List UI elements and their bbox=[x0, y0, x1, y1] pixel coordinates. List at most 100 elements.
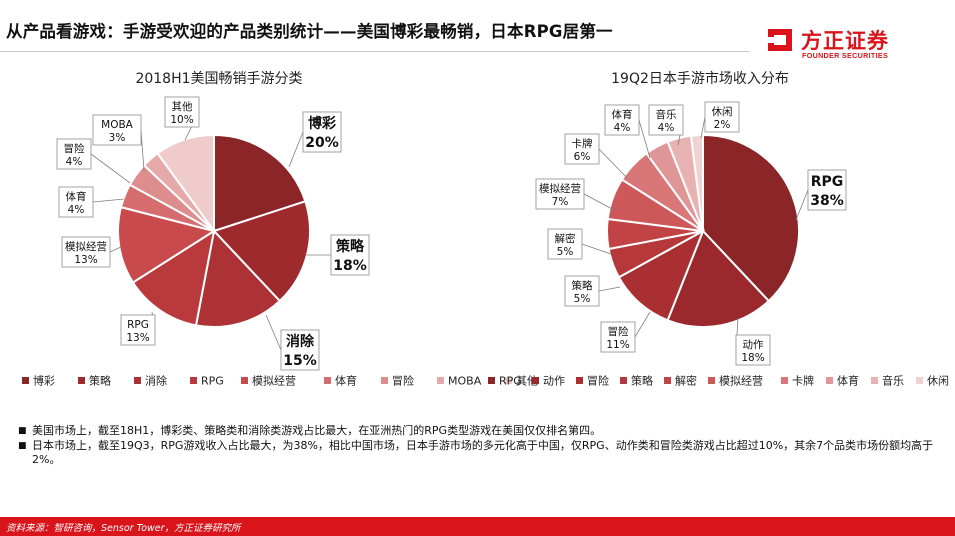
slice-label: 解密 bbox=[555, 232, 576, 245]
legend-swatch bbox=[532, 377, 539, 384]
pie-slice bbox=[689, 133, 704, 232]
callout-box bbox=[330, 234, 370, 276]
legend-label: RPG bbox=[201, 375, 224, 388]
slice-label: 冒险 bbox=[608, 325, 629, 338]
slice-value-label: 38% bbox=[810, 193, 844, 209]
bullet-square-icon: ■ bbox=[18, 426, 27, 436]
slice-value-label: 4% bbox=[614, 122, 631, 134]
leader-line bbox=[90, 153, 131, 184]
pie-slice bbox=[117, 205, 217, 284]
bullet-square-icon: ■ bbox=[18, 440, 27, 451]
leader-line bbox=[109, 246, 122, 253]
legend-label: MOBA bbox=[448, 375, 482, 388]
slice-label: MOBA bbox=[101, 119, 134, 131]
slice-label: 音乐 bbox=[656, 108, 677, 121]
slice-value-label: 18% bbox=[333, 258, 367, 274]
slice-value-label: 4% bbox=[68, 204, 85, 216]
slice-label: 策略 bbox=[572, 279, 593, 292]
slice-label: RPG bbox=[811, 174, 844, 190]
legend-swatch bbox=[708, 377, 715, 384]
slice-label: 博彩 bbox=[308, 115, 336, 132]
slice-label: 体育 bbox=[612, 108, 633, 121]
slice-callout: 策略5% bbox=[564, 275, 621, 307]
callout-box bbox=[547, 228, 583, 260]
legend-label: 动作 bbox=[543, 375, 565, 388]
slice-label: 卡牌 bbox=[572, 137, 593, 150]
slice-callout: RPG 38% bbox=[795, 169, 847, 221]
leader-line bbox=[92, 198, 125, 203]
legend-swatch bbox=[916, 377, 923, 384]
legend-swatch bbox=[871, 377, 878, 384]
legend-label: 策略 bbox=[89, 374, 111, 388]
slice-value-label: 6% bbox=[574, 151, 591, 163]
legend-label: 模拟经营 bbox=[252, 374, 296, 388]
charts-canvas: 2018H1美国畅销手游分类博彩20%策略18%消除15%RPG13%模拟经营1… bbox=[22, 70, 949, 388]
callout-box bbox=[164, 96, 200, 128]
logo-text-en: FOUNDER SECURITIES bbox=[802, 51, 889, 60]
legend-label: 休闲 bbox=[927, 374, 949, 388]
callout-box bbox=[280, 329, 320, 371]
slice-value-label: 11% bbox=[606, 339, 629, 351]
logo-mark-icon bbox=[765, 29, 792, 51]
legend-label: 消除 bbox=[145, 374, 167, 388]
legend-swatch bbox=[324, 377, 331, 384]
legend-label: 卡牌 bbox=[792, 374, 814, 388]
callout-box bbox=[61, 236, 111, 268]
callout-box bbox=[56, 138, 92, 170]
slice-label: RPG bbox=[127, 319, 149, 331]
slice-callout: 解密5% bbox=[547, 228, 612, 260]
slice-value-label: 20% bbox=[305, 135, 339, 151]
slice-callout: 博彩 20% bbox=[288, 111, 342, 168]
callout-box bbox=[600, 321, 636, 353]
pie-slice bbox=[131, 228, 216, 327]
slice-callout: 音乐4% bbox=[648, 104, 684, 146]
legend-label: RPG bbox=[499, 375, 522, 388]
pie-slice bbox=[666, 229, 771, 328]
legend-label: 解密 bbox=[675, 374, 697, 388]
legend-swatch bbox=[381, 377, 388, 384]
chart-title: 2018H1美国畅销手游分类 bbox=[135, 71, 302, 87]
slice-value-label: 5% bbox=[557, 246, 574, 258]
slice-label: 策略 bbox=[335, 238, 365, 255]
legend-swatch bbox=[22, 377, 29, 384]
legend-label: 体育 bbox=[837, 374, 859, 388]
legend-label: 博彩 bbox=[33, 375, 55, 388]
legend-label: 策略 bbox=[631, 374, 653, 388]
leader-line bbox=[265, 314, 282, 351]
callout-box bbox=[735, 334, 771, 366]
company-logo: 方正证券 FOUNDER SECURITIES bbox=[765, 23, 925, 63]
slice-label: 模拟经营 bbox=[539, 182, 581, 195]
slice-label: 动作 bbox=[743, 339, 764, 351]
source-note: 资料来源：智研咨询，Sensor Tower，方正证券研究所 bbox=[6, 523, 241, 534]
callout-box bbox=[564, 275, 600, 307]
note-item: ■ 美国市场上，截至18H1，博彩类、策略类和消除类游戏占比最大，在亚洲热门的R… bbox=[18, 424, 948, 439]
callout-box bbox=[302, 111, 342, 153]
leader-line bbox=[140, 129, 145, 172]
slice-label: 消除 bbox=[286, 333, 315, 350]
slice-value-label: 10% bbox=[170, 114, 193, 126]
callout-box bbox=[120, 314, 156, 346]
legend-swatch bbox=[781, 377, 788, 384]
slice-value-label: 7% bbox=[552, 196, 569, 208]
legend-label: 音乐 bbox=[882, 374, 904, 388]
legend-swatch bbox=[505, 377, 512, 384]
leader-line bbox=[581, 243, 612, 255]
slice-callout: 体育4% bbox=[58, 186, 125, 218]
slice-value-label: 4% bbox=[658, 122, 675, 134]
legend-swatch bbox=[78, 377, 85, 384]
legend-swatch bbox=[576, 377, 583, 384]
slice-label: 其他 bbox=[172, 100, 193, 113]
slice-label: 休闲 bbox=[712, 105, 733, 118]
notes-block: ■ 美国市场上，截至18H1，博彩类、策略类和消除类游戏占比最大，在亚洲热门的R… bbox=[18, 424, 948, 468]
note-text: 日本市场上，截至19Q3，RPG游戏收入占比最大，为38%，相比中国市场，日本手… bbox=[32, 438, 934, 467]
leader-line bbox=[583, 193, 615, 211]
leader-line bbox=[700, 116, 706, 139]
slice-callout: 卡牌6% bbox=[564, 133, 628, 179]
callout-box bbox=[58, 186, 94, 218]
